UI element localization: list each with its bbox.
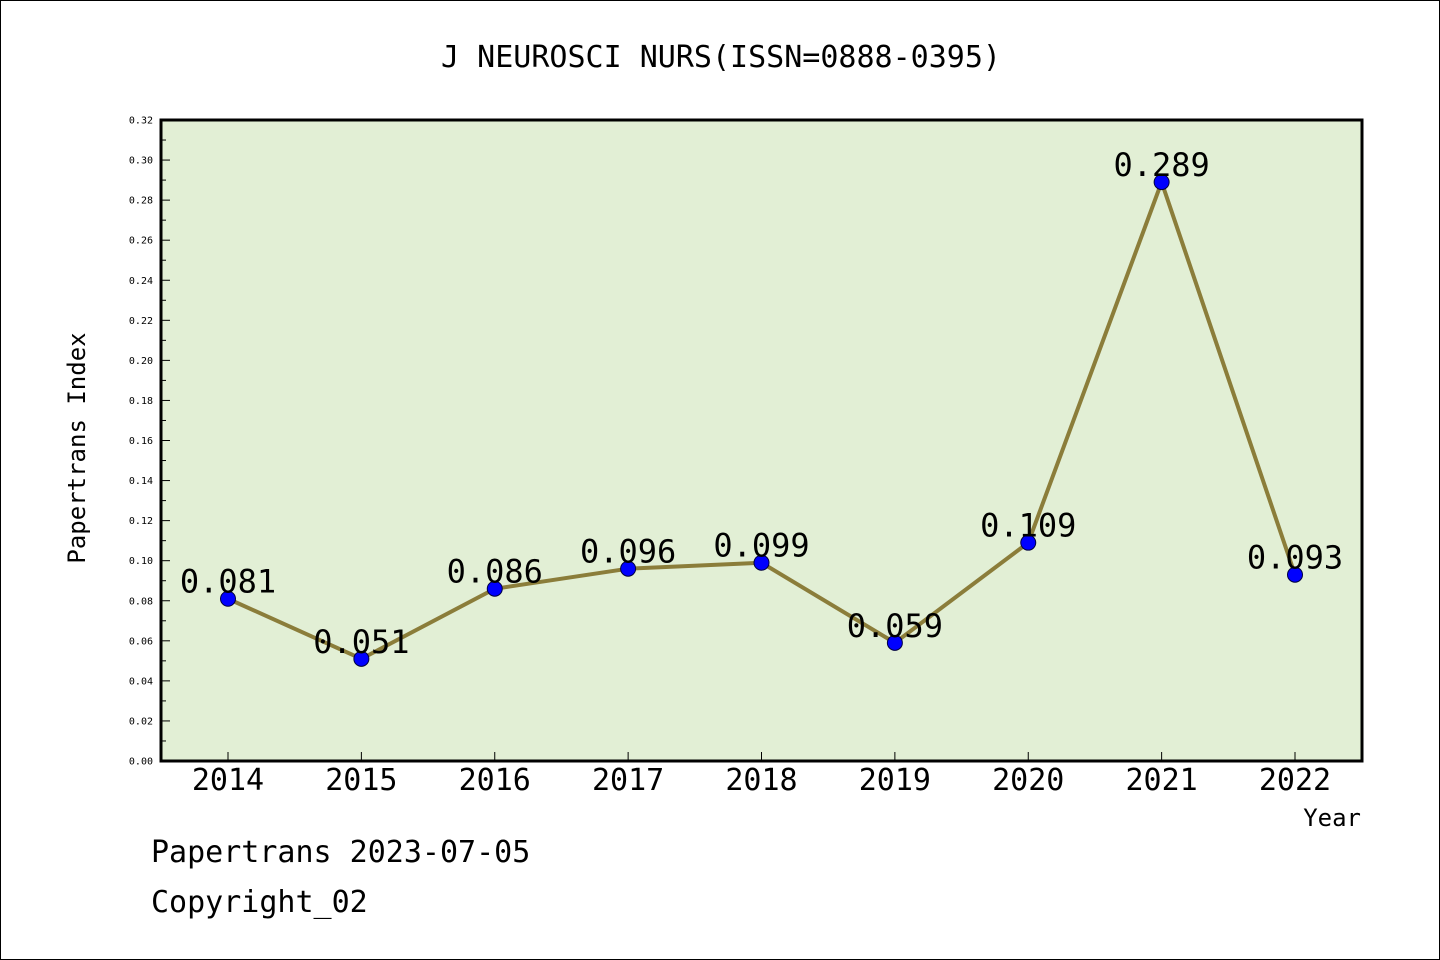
x-tick-label: 2015 (325, 763, 397, 798)
data-point-2014 (220, 590, 236, 607)
y-tick-label: 0.16 (129, 436, 153, 447)
y-tick-label: 0.18 (129, 396, 153, 407)
x-axis-label: Year (1303, 804, 1361, 832)
data-label-2018: 0.099 (713, 527, 809, 565)
chart-title: J NEUROSCI NURS(ISSN=0888-0395) (441, 40, 1001, 75)
data-point-2021 (1153, 174, 1170, 191)
x-tick-label: 2016 (459, 763, 531, 798)
series-layer: 0.081 0.051 0.086 0.096 0.099 0.059 0.109 0.289… (180, 146, 1343, 667)
data-label-2014: 0.081 (180, 563, 276, 601)
data-point-2017 (620, 560, 637, 577)
data-point-2018 (753, 554, 770, 571)
y-axis-label: Papertrans Index (63, 332, 91, 563)
y-tick-label: 0.28 (129, 196, 153, 207)
data-label-2015: 0.051 (313, 623, 409, 661)
y-tick-label: 0.14 (129, 476, 153, 487)
plot-area (161, 120, 1362, 761)
y-tick-label: 0.30 (129, 156, 153, 167)
data-point-2019 (886, 634, 903, 651)
y-tick-label: 0.04 (129, 676, 153, 687)
footer-copyright: Copyright_02 (151, 885, 368, 920)
y-tick-label: 0.10 (129, 556, 153, 567)
y-tick-label: 0.32 (129, 116, 153, 127)
data-point-2020 (1020, 534, 1037, 551)
data-label-2017: 0.096 (580, 533, 676, 571)
plot-frame (159, 118, 1364, 763)
x-tick-label: 2017 (592, 763, 664, 798)
y-tick-label: 0.20 (129, 356, 153, 367)
y-tick-label: 0.02 (129, 716, 153, 727)
y-tick-label: 0.24 (129, 276, 153, 287)
x-tick-label: 2018 (725, 763, 797, 798)
data-label-2021: 0.289 (1113, 146, 1209, 184)
y-tick-label: 0.12 (129, 516, 153, 527)
x-tick-label: 2019 (859, 763, 931, 798)
y-tick-label: 0.26 (129, 236, 153, 247)
data-point-2015 (353, 650, 370, 667)
x-tick-label: 2022 (1259, 763, 1331, 798)
x-tick-label: 2014 (192, 763, 264, 798)
y-tick-label: 0.00 (129, 757, 153, 768)
data-label-2020: 0.109 (980, 507, 1076, 545)
y-axis: 0.00 0.02 0.04 0.06 0.08 0.10 0.12 0.14 0.16 0.18… (129, 116, 170, 768)
data-point-2016 (486, 580, 503, 597)
footer-source-date: Papertrans 2023-07-05 (151, 835, 531, 870)
data-label-2022: 0.093 (1247, 539, 1343, 577)
x-axis: 2014 2015 2016 2017 2018 2019 2020 2021 2022 (192, 752, 1331, 798)
x-tick-label: 2020 (992, 763, 1064, 798)
data-label-2019: 0.059 (847, 607, 943, 645)
data-point-2022 (1287, 566, 1303, 583)
y-tick-label: 0.22 (129, 316, 153, 327)
x-tick-label: 2021 (1126, 763, 1198, 798)
y-tick-label: 0.06 (129, 636, 153, 647)
y-tick-label: 0.08 (129, 596, 153, 607)
data-label-2016: 0.086 (447, 553, 543, 591)
